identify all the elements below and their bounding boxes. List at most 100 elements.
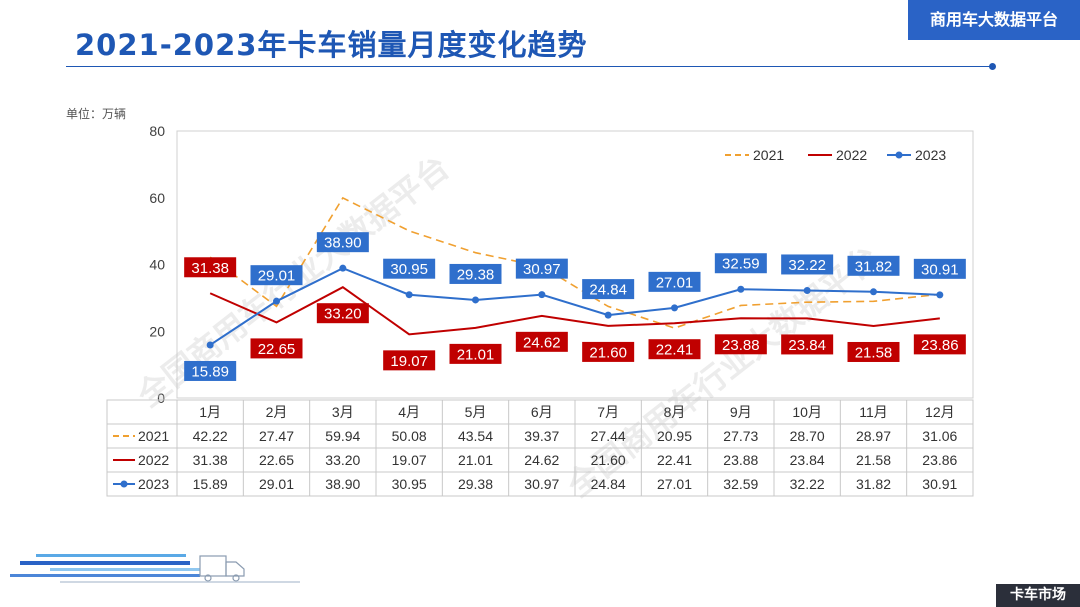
data-label-2022: 21.58 — [855, 344, 893, 361]
table-cell: 24.84 — [591, 476, 626, 492]
legend-label-2022: 2022 — [836, 147, 867, 163]
x-tick-label: 12月 — [925, 404, 955, 420]
table-cell: 31.06 — [922, 428, 957, 444]
table-cell: 20.95 — [657, 428, 692, 444]
data-label-box-2022 — [582, 341, 635, 362]
table-cell: 23.84 — [790, 452, 825, 468]
table-cell: 22.41 — [657, 452, 692, 468]
data-label-box-2023 — [781, 254, 834, 275]
legend-label-2023: 2023 — [915, 147, 946, 163]
data-label-2022: 23.86 — [921, 337, 959, 354]
point-2023 — [206, 341, 214, 349]
x-tick-label: 3月 — [332, 404, 354, 420]
data-label-2022: 21.60 — [589, 344, 627, 361]
point-2023 — [405, 291, 413, 299]
point-2023 — [538, 291, 546, 299]
data-label-box-2023 — [582, 279, 635, 300]
data-label-box-2023 — [383, 258, 436, 279]
data-label-box-2023 — [184, 360, 237, 381]
data-label-2022: 33.20 — [324, 306, 362, 323]
table-cell: 30.97 — [524, 476, 559, 492]
data-label-box-2022 — [184, 257, 237, 278]
table-cell: 30.95 — [392, 476, 427, 492]
series-line-2021 — [209, 196, 940, 329]
table-cell: 29.38 — [458, 476, 493, 492]
table-series-label: 2023 — [138, 476, 169, 492]
data-label-box-2022 — [913, 334, 966, 355]
data-label-box-2022 — [316, 303, 369, 324]
y-tick-label: 20 — [149, 323, 165, 339]
x-tick-label: 1月 — [199, 404, 221, 420]
data-label-2023: 30.91 — [921, 261, 959, 278]
data-label-2023: 24.84 — [589, 282, 627, 299]
table-cell: 27.73 — [723, 428, 758, 444]
data-label-box-2022 — [449, 343, 502, 364]
data-label-box-2022 — [847, 341, 900, 362]
point-2023 — [273, 297, 280, 305]
data-label-box-2022 — [714, 334, 767, 355]
x-tick-label: 2月 — [266, 404, 288, 420]
point-2023 — [604, 311, 612, 319]
table-series-label: 2021 — [138, 428, 169, 444]
data-label-box-2023 — [847, 255, 900, 276]
legend-label-2021: 2021 — [753, 147, 784, 163]
x-tick-label: 4月 — [398, 404, 420, 420]
data-label-2022: 19.07 — [390, 353, 428, 370]
series-line-2023 — [209, 267, 940, 346]
table-cell: 39.37 — [524, 428, 559, 444]
point-2023 — [870, 288, 877, 296]
table-cell: 21.58 — [856, 452, 891, 468]
table-cell: 19.07 — [392, 452, 427, 468]
data-label-2023: 30.97 — [523, 261, 561, 278]
point-2023 — [339, 264, 347, 272]
x-tick-label: 9月 — [730, 404, 752, 420]
data-label-box-2023 — [714, 253, 767, 274]
table-cell: 23.86 — [922, 452, 957, 468]
data-label-2023: 27.01 — [656, 274, 694, 291]
table-cell: 28.70 — [790, 428, 825, 444]
series-line-2022 — [209, 286, 940, 336]
y-tick-label: 60 — [149, 190, 165, 206]
x-tick-label: 8月 — [664, 404, 686, 420]
table-cell: 21.01 — [458, 452, 493, 468]
table-cell: 32.59 — [723, 476, 758, 492]
x-tick-label: 7月 — [597, 404, 619, 420]
table-cell: 15.89 — [193, 476, 228, 492]
x-tick-label: 6月 — [531, 404, 553, 420]
table-cell: 28.97 — [856, 428, 891, 444]
point-2023 — [936, 291, 944, 299]
data-label-box-2022 — [781, 334, 834, 355]
data-label-2022: 22.41 — [656, 342, 694, 359]
table-cell: 30.91 — [922, 476, 957, 492]
table-series-label: 2022 — [138, 452, 169, 468]
data-label-2023: 32.22 — [788, 257, 826, 274]
page-title: 2021-2023年卡车销量月度变化趋势 — [75, 28, 588, 62]
brand-badge: 商用车大数据平台 — [908, 0, 1080, 40]
data-label-2023: 31.82 — [855, 258, 893, 275]
data-label-box-2022 — [383, 350, 436, 371]
x-tick-label: 11月 — [859, 404, 888, 420]
data-label-2022: 23.88 — [722, 337, 760, 354]
data-label-box-2023 — [316, 232, 369, 253]
data-label-2022: 21.01 — [457, 346, 495, 363]
table-cell: 38.90 — [325, 476, 360, 492]
table-cell: 27.47 — [259, 428, 294, 444]
data-label-box-2022 — [250, 338, 303, 359]
data-label-2022: 24.62 — [523, 334, 561, 351]
plot-area — [176, 130, 974, 399]
data-label-2022: 23.84 — [788, 337, 826, 354]
data-label-box-2023 — [250, 265, 303, 286]
table-cell: 50.08 — [392, 428, 427, 444]
table-cell: 33.20 — [325, 452, 360, 468]
table-cell: 31.38 — [193, 452, 228, 468]
table-cell: 29.01 — [259, 476, 294, 492]
title-divider — [66, 66, 994, 67]
data-label-2023: 15.89 — [191, 363, 229, 380]
legend-marker-2023 — [895, 151, 903, 159]
data-label-box-2023 — [515, 258, 568, 279]
table-legend-marker-2023 — [120, 480, 128, 488]
table-cell: 42.22 — [193, 428, 228, 444]
unit-label: 单位：万辆 — [66, 107, 127, 121]
x-tick-label: 10月 — [792, 404, 822, 420]
truck-decoration-icon — [10, 554, 300, 583]
